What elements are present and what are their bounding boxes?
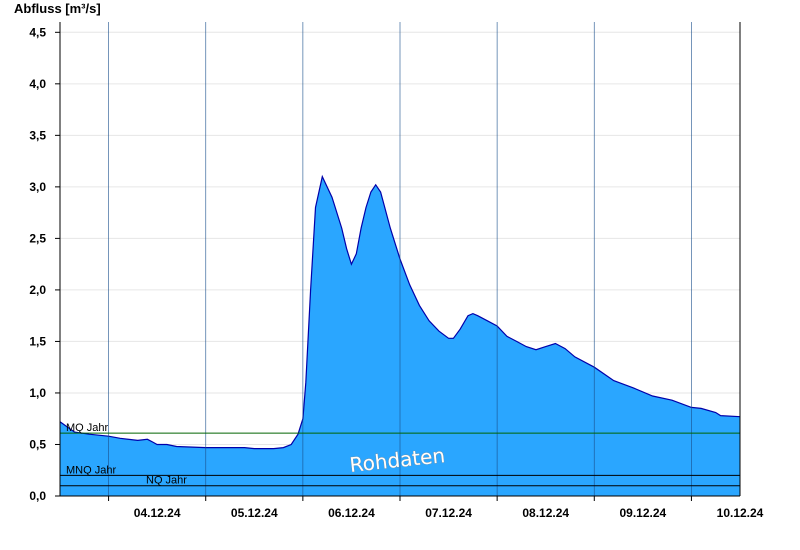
- y-axis-label: Abfluss [m³/s]: [14, 1, 101, 16]
- x-tick-label-0: 04.12.24: [134, 506, 181, 520]
- y-tick-label-3: 1,5: [29, 334, 46, 348]
- x-tick-label-3: 07.12.24: [425, 506, 472, 520]
- reference-label-2: NQ Jahr: [146, 475, 187, 487]
- y-tick-label-1: 0,5: [29, 437, 46, 451]
- y-tick-label-5: 2,5: [29, 231, 46, 245]
- y-tick-label-9: 4,5: [29, 25, 46, 39]
- y-tick-labels: 0,0 0,5 1,0 1,5 2,0 2,5 3,0 3,5 4,0 4,5: [29, 25, 60, 503]
- x-tick-label-2: 06.12.24: [328, 506, 375, 520]
- y-tick-label-4: 2,0: [29, 283, 46, 297]
- x-tick-label-1: 05.12.24: [231, 506, 278, 520]
- x-tick-label-4: 08.12.24: [522, 506, 569, 520]
- day-grid-lines: [108, 22, 692, 496]
- reference-label-0: MQ Jahr: [66, 422, 109, 434]
- reference-lines: MQ Jahr MNQ Jahr NQ Jahr: [60, 422, 740, 487]
- x-tick-labels: 04.12.24 05.12.24 06.12.24 07.12.24 08.12.24…: [108, 496, 764, 520]
- y-tick-label-0: 0,0: [29, 489, 46, 503]
- reference-label-1: MNQ Jahr: [66, 464, 116, 476]
- y-tick-label-6: 3,0: [29, 180, 46, 194]
- y-tick-label-8: 4,0: [29, 77, 46, 91]
- discharge-line-0: [59, 174, 741, 450]
- x-tick-label-5: 09.12.24: [619, 506, 666, 520]
- y-tick-label-2: 1,0: [29, 386, 46, 400]
- y-tick-label-7: 3,5: [29, 128, 46, 142]
- x-tick-label-6: 10.12.24: [717, 506, 764, 520]
